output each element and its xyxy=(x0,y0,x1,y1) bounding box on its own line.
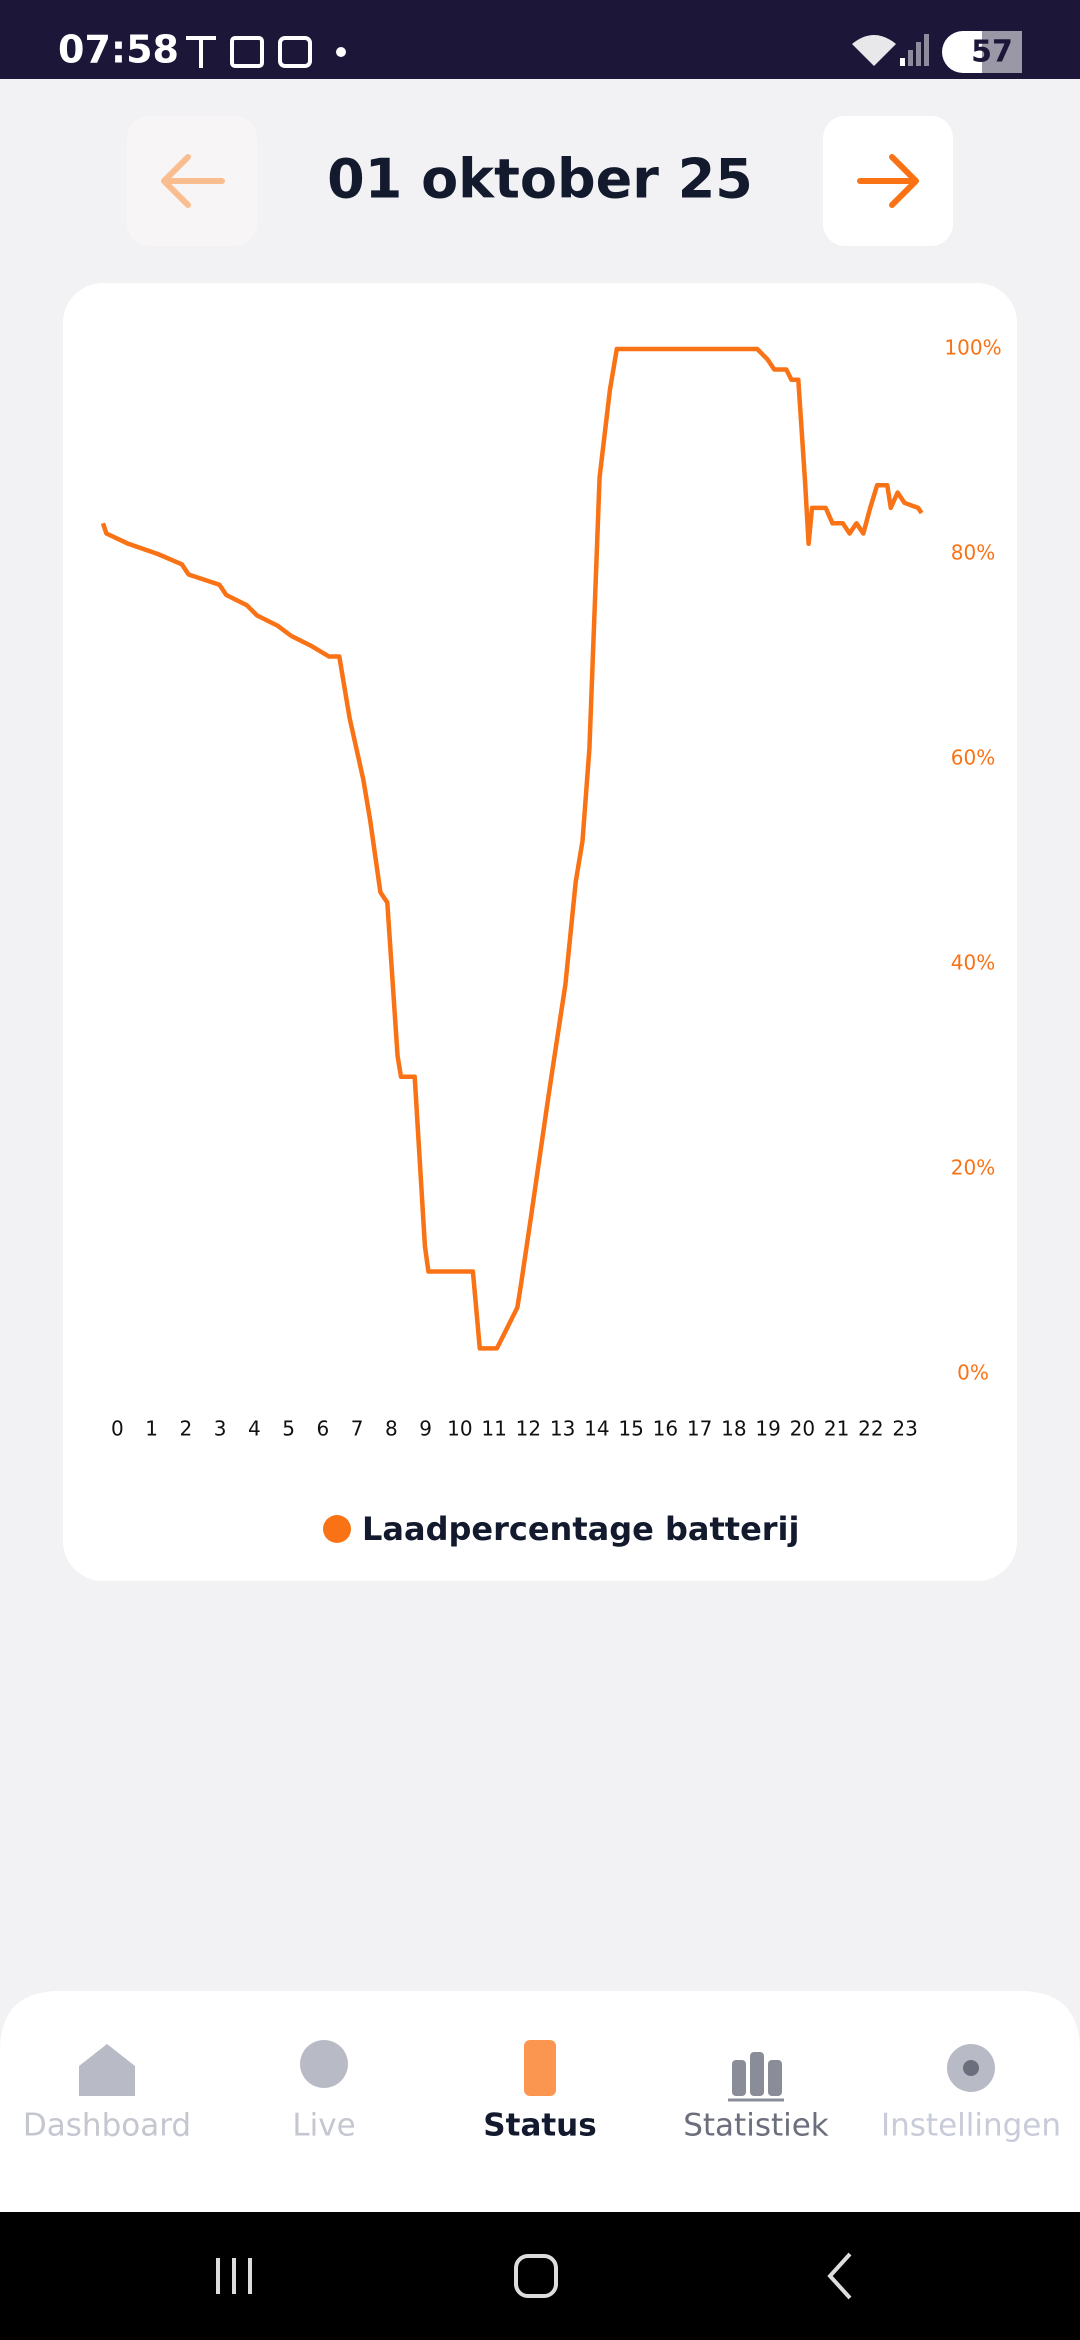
x-tick-label: 19 xyxy=(755,1417,780,1441)
home-icon xyxy=(79,2044,135,2096)
nav-item[interactable]: Instellingen xyxy=(881,2044,1061,2144)
status-icon xyxy=(524,2040,556,2096)
y-tick-label: 0% xyxy=(957,1361,989,1385)
clock: 07:58 xyxy=(58,28,179,72)
status-icons xyxy=(186,36,312,68)
signal-icons xyxy=(852,34,929,66)
nav-label: Dashboard xyxy=(23,2108,191,2144)
x-tick-label: 5 xyxy=(282,1417,295,1441)
x-tick-label: 9 xyxy=(419,1417,432,1441)
x-tick-label: 18 xyxy=(721,1417,746,1441)
date-title: 01 oktober 25 xyxy=(327,148,753,211)
x-tick-label: 13 xyxy=(550,1417,575,1441)
x-tick-label: 15 xyxy=(618,1417,643,1441)
bottom-nav xyxy=(0,1991,1080,2212)
y-tick-label: 40% xyxy=(951,951,995,975)
stats-icon xyxy=(732,2060,746,2096)
x-tick-label: 7 xyxy=(351,1417,364,1441)
x-tick-label: 21 xyxy=(824,1417,849,1441)
x-tick-label: 2 xyxy=(180,1417,193,1441)
x-tick-label: 22 xyxy=(858,1417,883,1441)
y-tick-label: 100% xyxy=(944,336,1001,360)
x-tick-label: 6 xyxy=(317,1417,330,1441)
nav-items: Dashboard Live Status Statistiek Instellinge… xyxy=(23,2040,1061,2144)
x-tick-label: 20 xyxy=(790,1417,815,1441)
x-tick-label: 11 xyxy=(481,1417,506,1441)
y-tick-label: 80% xyxy=(951,541,995,565)
x-tick-label: 12 xyxy=(516,1417,541,1441)
x-tick-label: 8 xyxy=(385,1417,398,1441)
nav-item[interactable]: Statistiek xyxy=(683,2052,829,2144)
plot: 0%20%40%60%80%100%0 1 2 3 4 5 6 7 8 9 10 11 12 13 14 15… xyxy=(100,336,1002,1548)
x-tick-label: 4 xyxy=(248,1417,261,1441)
x-tick-label: 10 xyxy=(447,1417,472,1441)
legend-dot xyxy=(323,1515,351,1543)
chart-card xyxy=(63,283,1017,1581)
nav-item[interactable]: Dashboard xyxy=(23,2044,191,2144)
stats-icon xyxy=(750,2052,764,2096)
nav-label: Instellingen xyxy=(881,2108,1061,2144)
x-tick-label: 17 xyxy=(687,1417,712,1441)
system-buttons xyxy=(216,2252,852,2300)
next-arrow xyxy=(857,154,919,208)
settings-hole xyxy=(963,2060,979,2076)
y-tick-label: 60% xyxy=(951,746,995,770)
live-icon xyxy=(300,2040,348,2088)
stats-icon xyxy=(768,2060,782,2096)
system-nav xyxy=(0,2212,1080,2340)
nav-label: Live xyxy=(292,2108,355,2144)
battery-empty xyxy=(982,31,1022,73)
x-tick-label: 14 xyxy=(584,1417,609,1441)
nav-item[interactable]: Status xyxy=(483,2040,597,2144)
x-tick-label: 1 xyxy=(145,1417,158,1441)
y-tick-label: 20% xyxy=(951,1156,995,1180)
prev-arrow xyxy=(161,154,225,208)
legend-label: Laadpercentage batterij xyxy=(362,1510,799,1548)
dot xyxy=(336,47,346,57)
battery-line xyxy=(100,346,924,1351)
x-tick-label: 0 xyxy=(111,1417,124,1441)
x-tick-label: 23 xyxy=(892,1417,917,1441)
nav-item[interactable]: Live xyxy=(292,2040,356,2144)
x-tick-label: 3 xyxy=(214,1417,227,1441)
nav-label: Statistiek xyxy=(683,2108,829,2144)
battery-level: 57 xyxy=(971,35,1013,70)
nav-label: Status xyxy=(483,2108,596,2144)
x-tick-label: 16 xyxy=(653,1417,678,1441)
